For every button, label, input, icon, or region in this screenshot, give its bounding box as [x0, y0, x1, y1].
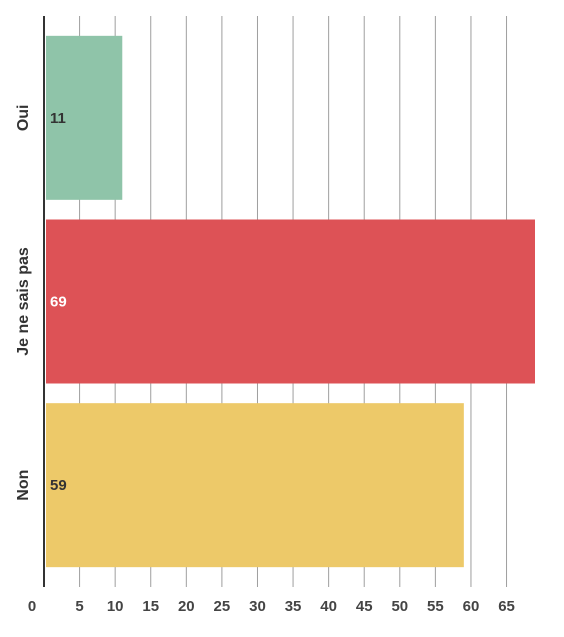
- data-label: 59: [50, 477, 67, 494]
- x-tick-label: 50: [391, 598, 408, 615]
- x-tick-label: 5: [75, 598, 83, 615]
- x-tick-label: 40: [320, 598, 337, 615]
- data-label: 69: [50, 294, 67, 311]
- data-label: 11: [50, 110, 66, 127]
- x-tick-label: 45: [356, 598, 373, 615]
- category-label: Oui: [15, 104, 32, 131]
- x-axis-ticks: 0 5 10 15 20 25 30 35 40 45 50 55 60 65: [28, 598, 515, 615]
- x-tick-label: 30: [249, 598, 266, 615]
- category-labels: Oui Je ne sais pas Non: [15, 104, 32, 500]
- x-tick-label: 0: [28, 598, 36, 615]
- x-tick-label: 55: [427, 598, 444, 615]
- category-label: Je ne sais pas: [15, 247, 32, 356]
- bars: 11 69 59: [46, 35, 535, 568]
- x-tick-label: 10: [107, 598, 124, 615]
- bar: [46, 403, 464, 568]
- x-tick-label: 65: [498, 598, 515, 615]
- bar: [46, 35, 123, 200]
- category-label: Non: [15, 470, 32, 501]
- x-tick-label: 25: [214, 598, 231, 615]
- x-tick-label: 60: [463, 598, 480, 615]
- x-tick-label: 20: [178, 598, 195, 615]
- bar: [46, 219, 535, 384]
- x-tick-label: 15: [142, 598, 159, 615]
- x-tick-label: 35: [285, 598, 302, 615]
